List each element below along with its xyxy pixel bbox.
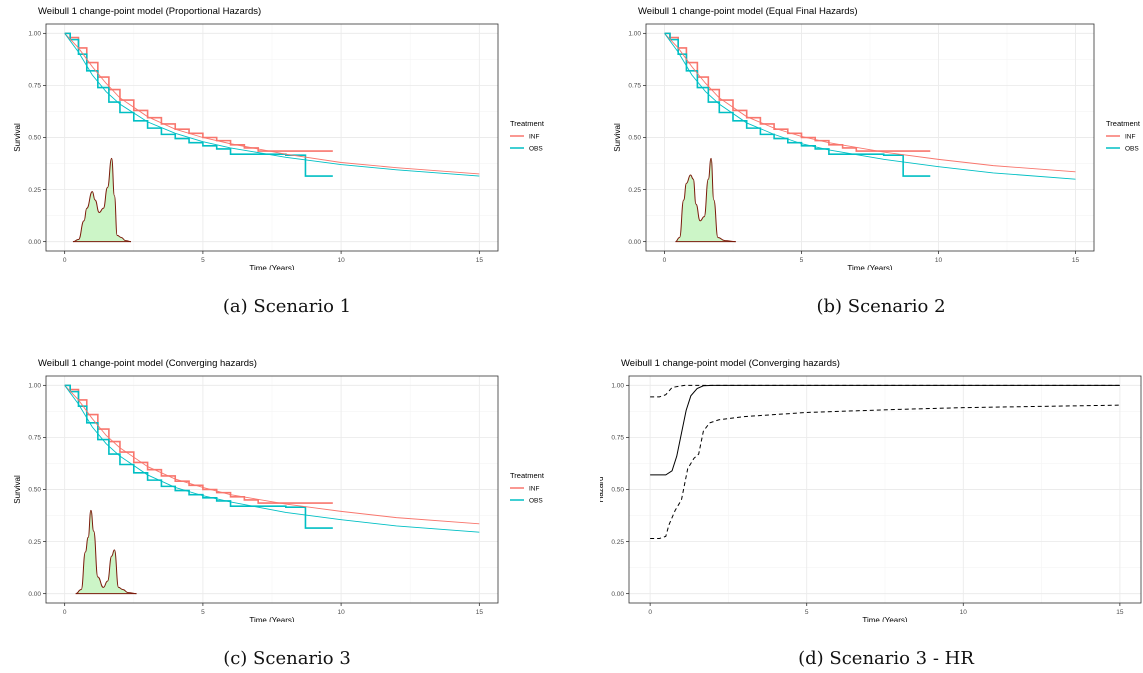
y-axis-title: Survival [13, 123, 22, 152]
legend-label-inf: INF [1125, 133, 1136, 140]
y-tick-label: 0.75 [28, 83, 41, 90]
km-curve-obs [664, 32, 931, 177]
density-area [75, 510, 137, 594]
x-tick-label: 10 [337, 609, 345, 616]
y-tick-label: 0.75 [628, 83, 641, 90]
chart-scenario-3-hr: Weibull 1 change-point model (Converging… [596, 358, 1142, 625]
grid [629, 376, 1141, 603]
x-tick-label: 15 [476, 609, 484, 616]
x-axis-title: Time (Years) [249, 264, 295, 270]
caption-c: (c) Scenario 3 [223, 648, 351, 669]
y-tick-label: 1.00 [611, 383, 624, 390]
legend: Treatment INF OBS [510, 119, 545, 152]
chart-title: Weibull 1 change-point model (Converging… [38, 358, 257, 369]
legend-label-inf: INF [529, 485, 540, 492]
legend-label-obs: OBS [529, 145, 543, 152]
x-tick-label: 10 [960, 609, 968, 616]
y-axis-title: Survival [613, 123, 622, 152]
legend-label-obs: OBS [1125, 145, 1139, 152]
y-axis-title: Hazard [600, 477, 605, 503]
x-tick-label: 15 [1072, 257, 1080, 264]
legend-title: Treatment [510, 119, 545, 128]
x-tick-label: 0 [663, 257, 667, 264]
fitted-curve-inf [664, 33, 1076, 173]
x-tick-label: 5 [201, 257, 205, 264]
panel-c: Weibull 1 change-point model (Converging… [0, 352, 572, 625]
x-tick-label: 5 [201, 609, 205, 616]
x-tick-label: 0 [63, 257, 67, 264]
legend: Treatment INF OBS [510, 471, 545, 504]
y-tick-label: 0.00 [28, 591, 41, 598]
panel-a: Weibull 1 change-point model (Proportion… [0, 0, 572, 273]
chart-scenario-2: Weibull 1 change-point model (Equal Fina… [613, 6, 1141, 273]
density-area [675, 158, 736, 242]
y-tick-label: 0.50 [628, 135, 641, 142]
panel-d: Weibull 1 change-point model (Converging… [596, 352, 1143, 625]
fitted-curve-obs [664, 33, 1076, 180]
density-line [675, 157, 736, 243]
y-tick-label: 0.75 [611, 435, 624, 442]
km-curve-inf [64, 32, 333, 152]
panel-b: Weibull 1 change-point model (Equal Fina… [600, 0, 1143, 273]
x-axis-title: Time (Years) [249, 616, 295, 622]
legend-title: Treatment [1106, 119, 1141, 128]
y-tick-label: 0.25 [611, 539, 624, 546]
chart-title: Weibull 1 change-point model (Equal Fina… [638, 6, 858, 17]
grid [46, 376, 498, 603]
density-line [75, 509, 137, 595]
y-tick-label: 0.25 [28, 187, 41, 194]
x-tick-label: 10 [935, 257, 943, 264]
hr-interval-line [650, 384, 1120, 398]
chart-title: Weibull 1 change-point model (Proportion… [38, 6, 261, 17]
km-curve-obs [64, 384, 333, 529]
legend-title: Treatment [510, 471, 545, 480]
legend-label-inf: INF [529, 133, 540, 140]
y-tick-label: 0.50 [28, 487, 41, 494]
y-tick-label: 1.00 [28, 383, 41, 390]
fitted-curve-inf [64, 385, 480, 525]
chart-scenario-1: Weibull 1 change-point model (Proportion… [13, 6, 545, 273]
y-tick-label: 0.25 [628, 187, 641, 194]
density-area [72, 158, 132, 242]
y-tick-label: 0.00 [611, 591, 624, 598]
x-tick-label: 15 [476, 257, 484, 264]
fitted-curve-obs [64, 33, 480, 177]
x-tick-label: 15 [1116, 609, 1124, 616]
x-tick-label: 0 [648, 609, 652, 616]
x-axis-title: Time (Years) [862, 616, 908, 622]
y-axis-title: Survival [13, 475, 22, 504]
y-tick-label: 0.00 [628, 239, 641, 246]
x-tick-label: 10 [337, 257, 345, 264]
y-tick-label: 0.25 [28, 539, 41, 546]
legend-label-obs: OBS [529, 497, 543, 504]
chart-title: Weibull 1 change-point model (Converging… [621, 358, 840, 369]
x-tick-label: 0 [63, 609, 67, 616]
caption-a: (a) Scenario 1 [222, 296, 352, 317]
y-tick-label: 1.00 [28, 31, 41, 38]
km-curve-inf [664, 32, 931, 152]
x-tick-label: 5 [800, 257, 804, 264]
chart-scenario-3: Weibull 1 change-point model (Converging… [13, 358, 545, 625]
km-curve-obs [64, 32, 333, 177]
x-axis-title: Time (Years) [847, 264, 893, 270]
caption-d: (d) Scenario 3 - HR [798, 648, 974, 669]
y-tick-label: 0.50 [611, 487, 624, 494]
y-tick-label: 0.50 [28, 135, 41, 142]
hr-interval-line [650, 404, 1120, 539]
x-tick-label: 5 [805, 609, 809, 616]
fitted-curve-inf [64, 33, 480, 175]
km-curve-inf [64, 384, 333, 504]
y-tick-label: 0.75 [28, 435, 41, 442]
y-tick-label: 1.00 [628, 31, 641, 38]
fitted-curve-obs [64, 385, 480, 533]
y-tick-label: 0.00 [28, 239, 41, 246]
density-line [72, 157, 132, 243]
caption-b: (b) Scenario 2 [816, 296, 946, 317]
legend: Treatment INF OBS [1106, 119, 1141, 152]
